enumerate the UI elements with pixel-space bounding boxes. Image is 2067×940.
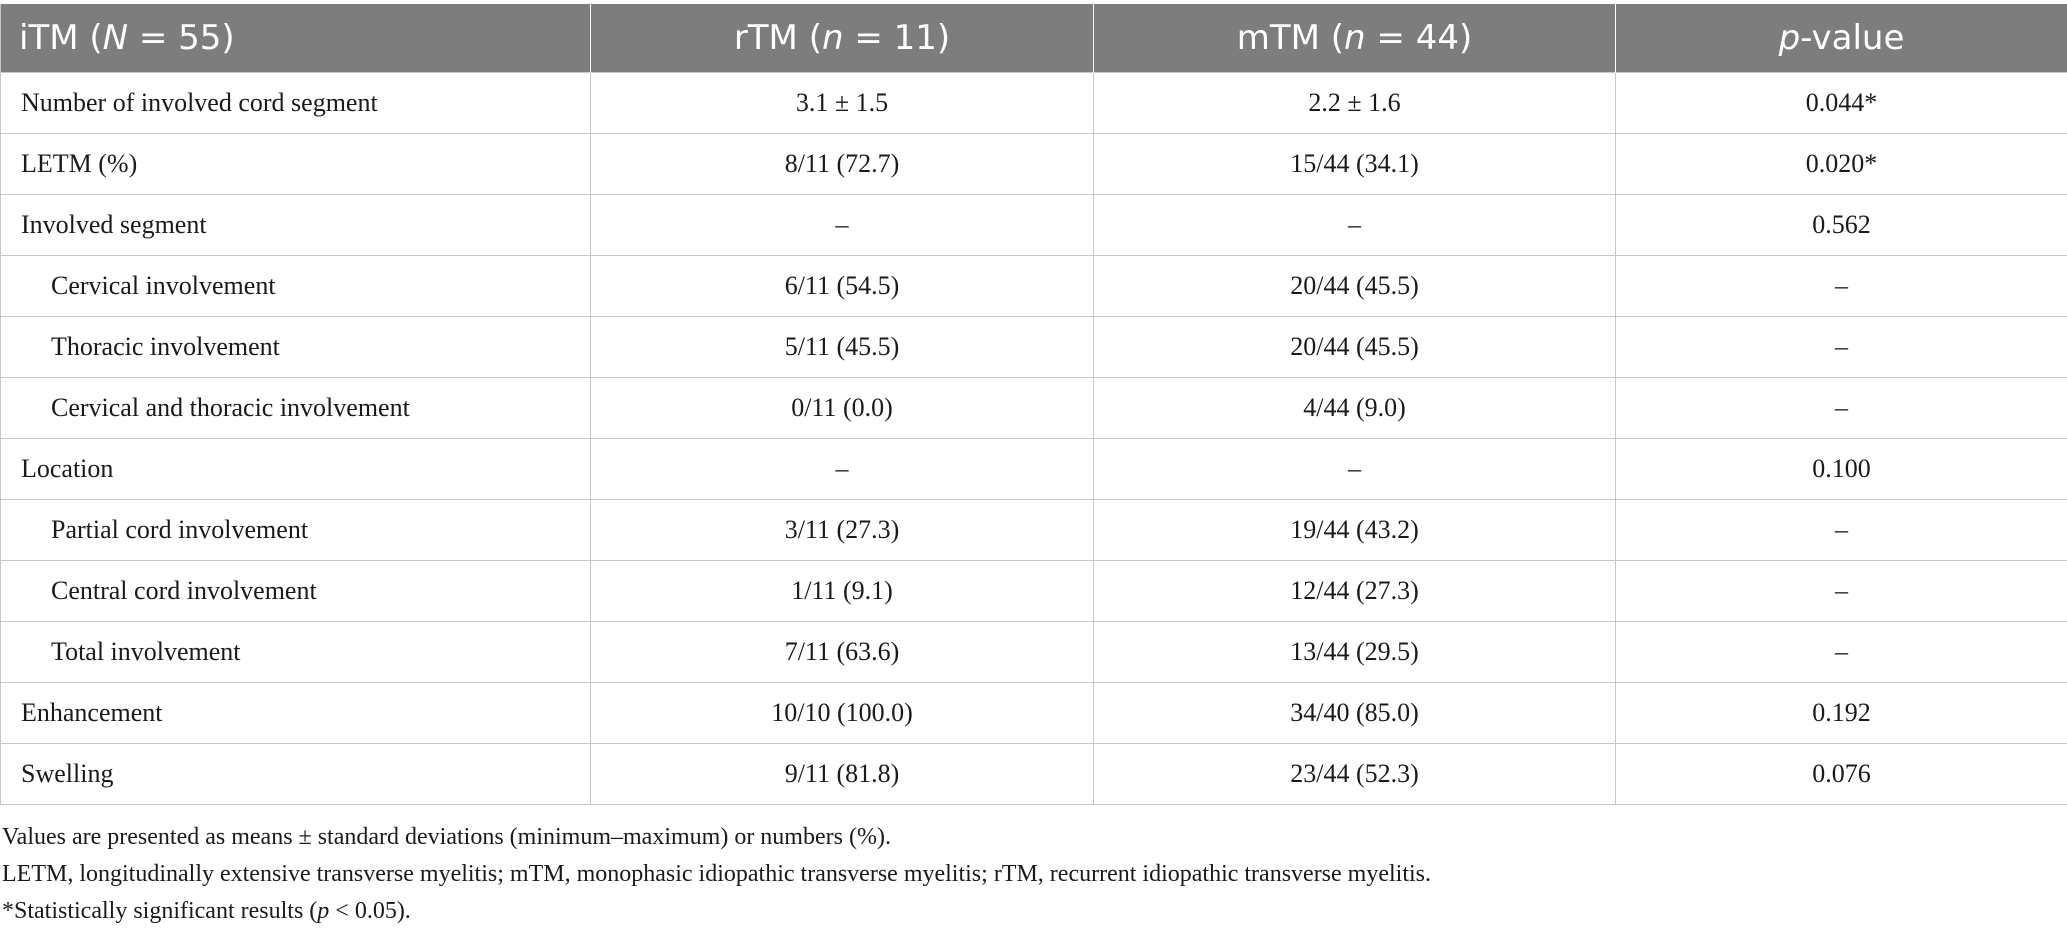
footnote-significance-var: p [317, 898, 330, 924]
p-value-cell: – [1615, 560, 2067, 622]
header-itm-prefix: iTM ( [19, 18, 103, 58]
table-row: Total involvement 7/11 (63.6) 13/44 (29.… [0, 621, 2067, 683]
header-row: iTM (N = 55) rTM (n = 11) mTM (n = 44) p… [0, 4, 2067, 73]
mtm-cell: 2.2 ± 1.6 [1093, 72, 1616, 134]
header-rtm-prefix: rTM ( [733, 18, 822, 58]
rtm-cell: – [590, 194, 1094, 256]
rtm-cell: 5/11 (45.5) [590, 316, 1094, 378]
rtm-cell: 7/11 (63.6) [590, 621, 1094, 683]
row-label: Enhancement [0, 682, 591, 744]
header-pvalue-var: p [1778, 18, 1801, 58]
p-value-cell: – [1615, 377, 2067, 439]
table-row: Thoracic involvement 5/11 (45.5) 20/44 (… [0, 316, 2067, 378]
header-itm-var: N [102, 18, 129, 58]
mtm-cell: 19/44 (43.2) [1093, 499, 1616, 561]
table-row: Number of involved cord segment 3.1 ± 1.… [0, 72, 2067, 134]
rtm-cell: 0/11 (0.0) [590, 377, 1094, 439]
row-label: Cervical and thoracic involvement [0, 377, 591, 439]
p-value-cell: 0.562 [1615, 194, 2067, 256]
p-value-cell: – [1615, 499, 2067, 561]
table-row: LETM (%) 8/11 (72.7) 15/44 (34.1) 0.020* [0, 133, 2067, 195]
p-value-cell: – [1615, 255, 2067, 317]
rtm-cell: 10/10 (100.0) [590, 682, 1094, 744]
table-row: Central cord involvement 1/11 (9.1) 12/4… [0, 560, 2067, 622]
mtm-cell: 20/44 (45.5) [1093, 255, 1616, 317]
mtm-cell: 13/44 (29.5) [1093, 621, 1616, 683]
footnote-abbreviations: LETM, longitudinally extensive transvers… [2, 861, 1432, 887]
mtm-cell: 12/44 (27.3) [1093, 560, 1616, 622]
table-row: Enhancement 10/10 (100.0) 34/40 (85.0) 0… [0, 682, 2067, 744]
table-row: Cervical and thoracic involvement 0/11 (… [0, 377, 2067, 439]
results-table: iTM (N = 55) rTM (n = 11) mTM (n = 44) p… [0, 4, 2067, 805]
table-row: Involved segment – – 0.562 [0, 194, 2067, 256]
header-pvalue: p-value [1615, 4, 2067, 73]
row-label: Location [0, 438, 591, 500]
header-mtm: mTM (n = 44) [1093, 4, 1616, 73]
mtm-cell: 4/44 (9.0) [1093, 377, 1616, 439]
p-value-cell: – [1615, 316, 2067, 378]
p-value-cell: 0.044* [1615, 72, 2067, 134]
table-row: Partial cord involvement 3/11 (27.3) 19/… [0, 499, 2067, 561]
header-rtm: rTM (n = 11) [590, 4, 1094, 73]
p-value-cell: 0.076 [1615, 743, 2067, 805]
header-pvalue-suffix: -value [1800, 18, 1905, 58]
row-label: Partial cord involvement [0, 499, 591, 561]
row-label: Involved segment [0, 194, 591, 256]
footnote-significance: *Statistically significant results (p < … [2, 893, 2067, 930]
rtm-cell: 6/11 (54.5) [590, 255, 1094, 317]
header-mtm-var: n [1344, 18, 1366, 58]
footnote-values: Values are presented as means ± standard… [2, 824, 891, 850]
table-row: Swelling 9/11 (81.8) 23/44 (52.3) 0.076 [0, 743, 2067, 805]
mtm-cell: 23/44 (52.3) [1093, 743, 1616, 805]
footnote-significance-prefix: *Statistically significant results ( [2, 898, 318, 924]
mtm-cell: 20/44 (45.5) [1093, 316, 1616, 378]
row-label: Thoracic involvement [0, 316, 591, 378]
header-mtm-suffix: = 44) [1365, 18, 1473, 58]
p-value-cell: 0.100 [1615, 438, 2067, 500]
header-rtm-var: n [821, 18, 844, 58]
row-label: Cervical involvement [0, 255, 591, 317]
p-value-cell: 0.192 [1615, 682, 2067, 744]
p-value-cell: 0.020* [1615, 133, 2067, 195]
table-row: Location – – 0.100 [0, 438, 2067, 500]
rtm-cell: – [590, 438, 1094, 500]
mtm-cell: 34/40 (85.0) [1093, 682, 1616, 744]
header-mtm-prefix: mTM ( [1236, 18, 1345, 58]
row-label: Number of involved cord segment [0, 72, 591, 134]
mtm-cell: – [1093, 194, 1616, 256]
rtm-cell: 1/11 (9.1) [590, 560, 1094, 622]
row-label: Central cord involvement [0, 560, 591, 622]
header-itm-suffix: = 55) [128, 18, 235, 58]
table-row: Cervical involvement 6/11 (54.5) 20/44 (… [0, 255, 2067, 317]
footnote-significance-suffix: < 0.05). [329, 898, 411, 924]
table-container: iTM (N = 55) rTM (n = 11) mTM (n = 44) p… [0, 4, 2067, 930]
header-itm: iTM (N = 55) [0, 4, 591, 73]
header-rtm-suffix: = 11) [843, 18, 951, 58]
mtm-cell: 15/44 (34.1) [1093, 133, 1616, 195]
rtm-cell: 3.1 ± 1.5 [590, 72, 1094, 134]
mtm-cell: – [1093, 438, 1616, 500]
p-value-cell: – [1615, 621, 2067, 683]
rtm-cell: 8/11 (72.7) [590, 133, 1094, 195]
rtm-cell: 3/11 (27.3) [590, 499, 1094, 561]
row-label: Total involvement [0, 621, 591, 683]
row-label: Swelling [0, 743, 591, 805]
table-footnotes: Values are presented as means ± standard… [0, 819, 2067, 930]
row-label: LETM (%) [0, 133, 591, 195]
rtm-cell: 9/11 (81.8) [590, 743, 1094, 805]
